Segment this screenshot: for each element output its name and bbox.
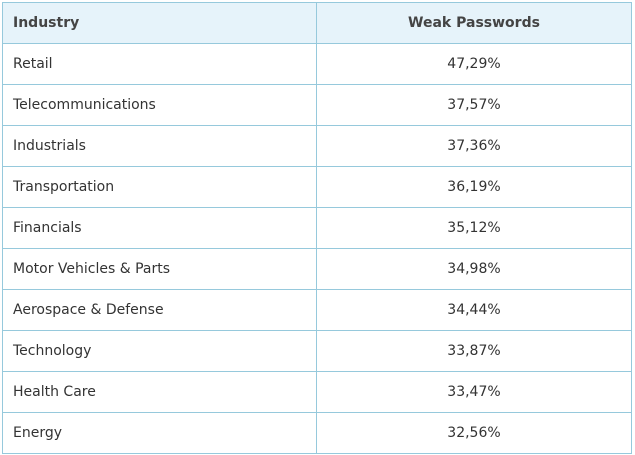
table-row: Aerospace & Defense 34,44% [2, 289, 632, 331]
header-cell: Industry [2, 2, 317, 44]
value-cell: 37,36% [316, 125, 632, 167]
table-body: Retail 47,29% Telecommunications 37,57% Indu… [2, 43, 632, 454]
industry-cell: Energy [2, 412, 317, 454]
table-row: Retail 47,29% [2, 43, 632, 85]
industry-cell: Health Care [2, 371, 317, 413]
industry-cell: Industrials [2, 125, 317, 167]
table-row: Energy 32,56% [2, 412, 632, 454]
industry-cell: Retail [2, 43, 317, 85]
value-cell: 34,44% [316, 289, 632, 331]
industry-cell: Financials [2, 207, 317, 249]
value-cell: 37,57% [316, 84, 632, 126]
table-row: Telecommunications 37,57% [2, 84, 632, 126]
value-cell: 47,29% [316, 43, 632, 85]
industry-cell: Telecommunications [2, 84, 317, 126]
table-row: Motor Vehicles & Parts 34,98% [2, 248, 632, 290]
industry-cell: Technology [2, 330, 317, 372]
value-cell: 34,98% [316, 248, 632, 290]
value-cell: 36,19% [316, 166, 632, 208]
industry-cell: Transportation [2, 166, 317, 208]
table-row: Financials 35,12% [2, 207, 632, 249]
value-cell: 35,12% [316, 207, 632, 249]
value-cell: 33,47% [316, 371, 632, 413]
header-row: Industry Weak Passwords [2, 2, 632, 44]
industry-cell: Aerospace & Defense [2, 289, 317, 331]
header-cell: Weak Passwords [316, 2, 632, 44]
table-row: Health Care 33,47% [2, 371, 632, 413]
table-head: Industry Weak Passwords [2, 2, 632, 44]
industry-cell: Motor Vehicles & Parts [2, 248, 317, 290]
table-row: Industrials 37,36% [2, 125, 632, 167]
table-row: Transportation 36,19% [2, 166, 632, 208]
value-cell: 33,87% [316, 330, 632, 372]
table-row: Technology 33,87% [2, 330, 632, 372]
value-cell: 32,56% [316, 412, 632, 454]
